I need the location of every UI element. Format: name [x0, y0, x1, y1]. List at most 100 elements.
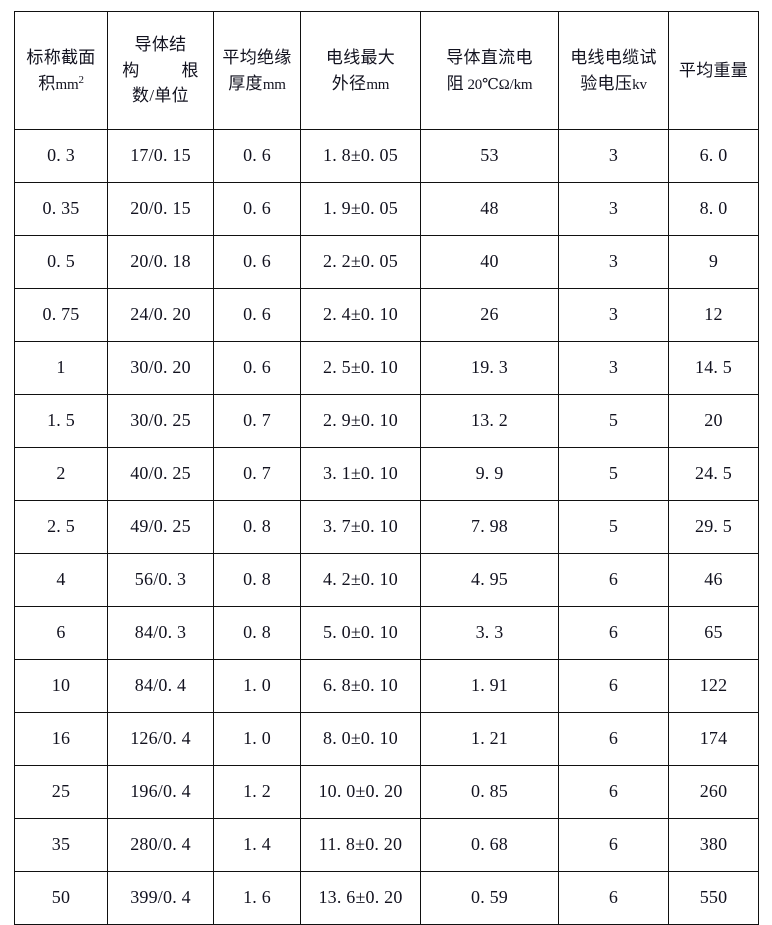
cell-avg_insulation_thickness: 0. 7 — [213, 447, 301, 501]
cell-conductor_structure: 196/0. 4 — [107, 765, 214, 819]
cell-value: 126/0. 4 — [130, 728, 191, 749]
cell-value: 0. 8 — [243, 516, 271, 537]
cell-test_voltage: 6 — [558, 553, 669, 607]
cell-value: 49/0. 25 — [130, 516, 191, 537]
cell-avg_weight: 14. 5 — [668, 341, 759, 395]
cell-value: 550 — [699, 887, 728, 908]
cell-avg_weight: 260 — [668, 765, 759, 819]
header-line: 验电压kv — [580, 73, 647, 93]
cell-value: 10. 0±0. 20 — [318, 781, 403, 802]
cell-conductor_structure: 280/0. 4 — [107, 818, 214, 872]
cell-value: 20/0. 18 — [130, 251, 191, 272]
cell-conductor_structure: 24/0. 20 — [107, 288, 214, 342]
cell-dc_resistance: 7. 98 — [420, 500, 559, 554]
cell-conductor_structure: 20/0. 18 — [107, 235, 214, 289]
cell-test_voltage: 3 — [558, 235, 669, 289]
cell-value: 1. 21 — [471, 728, 508, 749]
column-header-text: 导体结构根数/单位 — [108, 32, 213, 109]
column-header-max_outer_diameter: 电线最大 外径mm — [300, 11, 421, 130]
cell-conductor_structure: 20/0. 15 — [107, 182, 214, 236]
cell-avg_insulation_thickness: 0. 8 — [213, 553, 301, 607]
cell-value: 6 — [608, 675, 619, 696]
cell-value: 1. 91 — [471, 675, 508, 696]
column-header-text: 导体直流电阻 20℃Ω/km — [421, 45, 558, 97]
cell-test_voltage: 3 — [558, 182, 669, 236]
cell-max_outer_diameter: 2. 5±0. 10 — [300, 341, 421, 395]
cell-max_outer_diameter: 5. 0±0. 10 — [300, 606, 421, 660]
cell-avg_insulation_thickness: 0. 8 — [213, 500, 301, 554]
table-row: 35 280/0. 4 1. 4 11. 8±0. 20 0. 68 6 380 — [14, 818, 759, 872]
cell-value: 1. 2 — [243, 781, 271, 802]
cell-max_outer_diameter: 6. 8±0. 10 — [300, 659, 421, 713]
cell-value: 1 — [56, 357, 66, 378]
cell-value: 1. 9±0. 05 — [323, 198, 398, 219]
cell-dc_resistance: 48 — [420, 182, 559, 236]
cell-avg_insulation_thickness: 0. 6 — [213, 235, 301, 289]
cell-max_outer_diameter: 11. 8±0. 20 — [300, 818, 421, 872]
cell-max_outer_diameter: 2. 9±0. 10 — [300, 394, 421, 448]
header-line: 导体结 — [134, 34, 187, 54]
cell-value: 3 — [608, 145, 619, 166]
cell-test_voltage: 6 — [558, 606, 669, 660]
cell-value: 0. 7 — [243, 410, 271, 431]
cell-dc_resistance: 19. 3 — [420, 341, 559, 395]
cell-conductor_structure: 84/0. 4 — [107, 659, 214, 713]
cell-value: 196/0. 4 — [130, 781, 191, 802]
cell-value: 6. 8±0. 10 — [323, 675, 398, 696]
cell-conductor_structure: 30/0. 25 — [107, 394, 214, 448]
cell-value: 0. 6 — [243, 357, 271, 378]
cell-nominal_area: 10 — [14, 659, 108, 713]
cell-avg_insulation_thickness: 0. 6 — [213, 288, 301, 342]
cell-conductor_structure: 49/0. 25 — [107, 500, 214, 554]
cell-value: 8. 0±0. 10 — [323, 728, 398, 749]
cell-test_voltage: 3 — [558, 341, 669, 395]
column-header-dc_resistance: 导体直流电阻 20℃Ω/km — [420, 11, 559, 130]
cell-value: 1. 4 — [243, 834, 271, 855]
header-unit: mm — [262, 76, 286, 93]
cell-conductor_structure: 30/0. 20 — [107, 341, 214, 395]
cell-dc_resistance: 0. 59 — [420, 871, 559, 925]
cell-value: 0. 85 — [471, 781, 508, 802]
cell-test_voltage: 5 — [558, 394, 669, 448]
cell-nominal_area: 2. 5 — [14, 500, 108, 554]
cell-nominal_area: 1 — [14, 341, 108, 395]
cell-value: 17/0. 15 — [130, 145, 191, 166]
header-line: 标称截面 — [26, 47, 96, 67]
cell-value: 6. 0 — [699, 145, 728, 166]
table-row: 16 126/0. 4 1. 0 8. 0±0. 10 1. 21 6 174 — [14, 712, 759, 766]
cell-value: 13. 6±0. 20 — [318, 887, 403, 908]
header-line: 数/单位 — [132, 86, 189, 106]
cell-nominal_area: 4 — [14, 553, 108, 607]
header-unit: 20℃Ω/km — [463, 76, 533, 93]
header-line: 电线最大 — [325, 47, 396, 67]
cell-avg_insulation_thickness: 0. 6 — [213, 129, 301, 183]
cell-avg_weight: 65 — [668, 606, 759, 660]
cell-value: 1. 5 — [47, 410, 75, 431]
cell-nominal_area: 6 — [14, 606, 108, 660]
cell-value: 48 — [480, 198, 499, 219]
cell-value: 6 — [608, 569, 619, 590]
cell-value: 174 — [699, 728, 728, 749]
cell-value: 11. 8±0. 20 — [318, 834, 403, 855]
cell-avg_insulation_thickness: 1. 4 — [213, 818, 301, 872]
table-row: 1. 5 30/0. 25 0. 7 2. 9±0. 10 13. 2 5 20 — [14, 394, 759, 448]
cell-value: 6 — [608, 622, 619, 643]
column-header-test_voltage: 电线电缆试 验电压kv — [558, 11, 669, 130]
cell-nominal_area: 2 — [14, 447, 108, 501]
cell-avg_weight: 550 — [668, 871, 759, 925]
cell-value: 30/0. 20 — [130, 357, 191, 378]
cell-value: 14. 5 — [695, 357, 732, 378]
cell-value: 3. 1±0. 10 — [323, 463, 398, 484]
cell-value: 8. 0 — [699, 198, 728, 219]
cell-avg_weight: 122 — [668, 659, 759, 713]
cell-value: 2. 5 — [47, 516, 75, 537]
header-unit: mm2 — [55, 73, 84, 93]
cell-max_outer_diameter: 2. 2±0. 05 — [300, 235, 421, 289]
cell-avg_insulation_thickness: 1. 2 — [213, 765, 301, 819]
table-row: 2 40/0. 25 0. 7 3. 1±0. 10 9. 9 5 24. 5 — [14, 447, 759, 501]
table-row: 6 84/0. 3 0. 8 5. 0±0. 10 3. 3 6 65 — [14, 606, 759, 660]
cell-value: 26 — [480, 304, 499, 325]
table-row: 0. 35 20/0. 15 0. 6 1. 9±0. 05 48 3 8. 0 — [14, 182, 759, 236]
cell-max_outer_diameter: 8. 0±0. 10 — [300, 712, 421, 766]
header-line: 平均绝缘 — [222, 47, 292, 67]
